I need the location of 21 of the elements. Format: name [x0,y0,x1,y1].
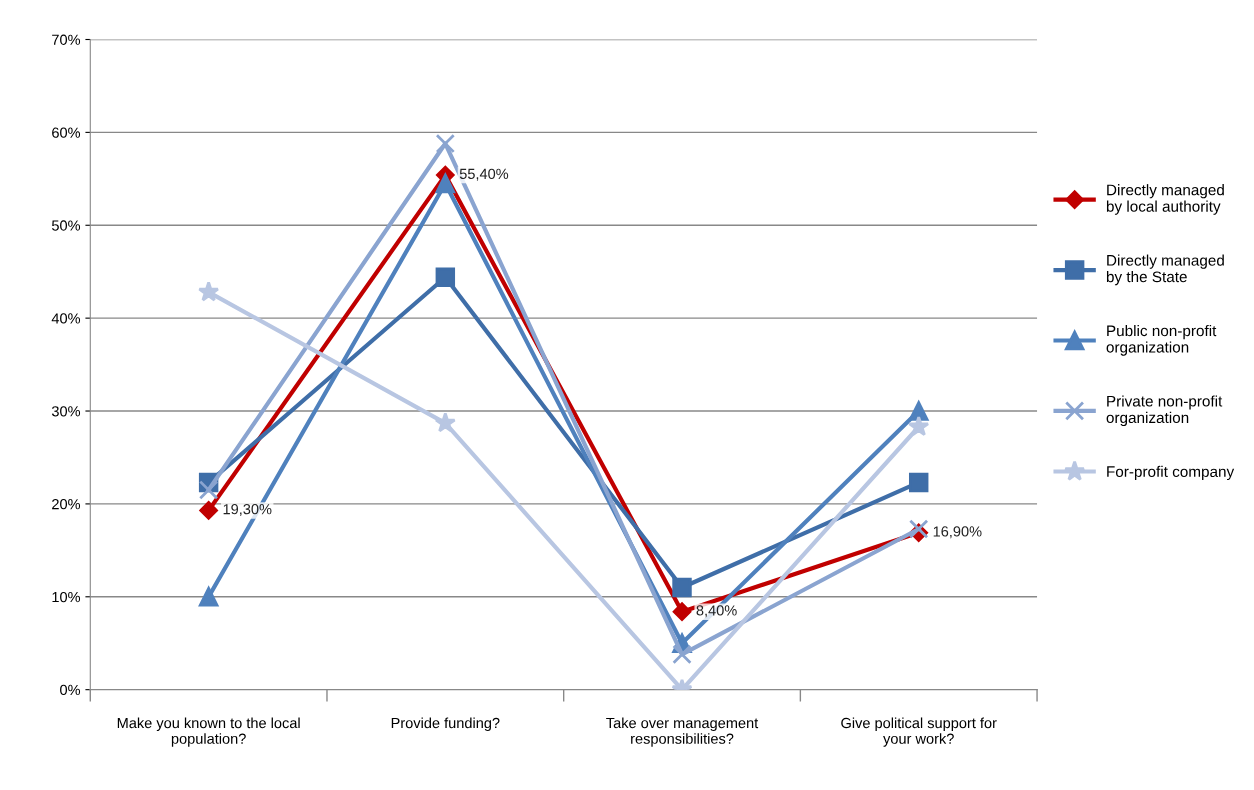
legend-label: Directly managed by the State [1106,254,1224,286]
y-tick-label: 60% [52,127,81,138]
y-tick-label: 10% [52,591,81,603]
legend-label: Directly managed by local authority [1106,184,1224,215]
legend-label: For-profit company [1107,465,1235,481]
data-label: 19,30% [223,504,272,517]
y-tick-label: 40% [51,313,81,324]
x-tick-label: Give political support for your work? [841,717,997,747]
legend-label: Public non-profit organization [1106,324,1217,356]
x-tick-label: Provide funding? [391,717,500,732]
legend-label: Private non-profit organization [1106,395,1223,427]
y-tick-label: 20% [52,499,81,510]
x-tick-label: Take over management responsibilities? [606,717,759,747]
y-tick-label: 0% [60,684,81,696]
y-tick-label: 30% [51,406,81,417]
data-label: 55,40% [459,168,509,181]
data-label: 16,90% [933,526,982,539]
x-tick-label: Make you known to the local population? [117,717,300,747]
data-label: 8,40% [696,605,737,618]
y-tick-label: 70% [52,34,81,45]
y-tick-label: 50% [51,220,81,231]
